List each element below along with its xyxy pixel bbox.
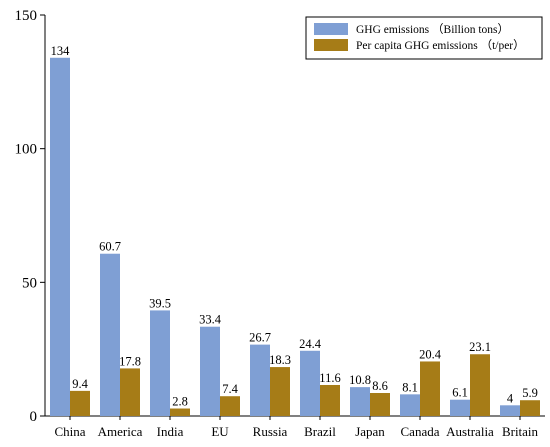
data-label: 134 — [51, 44, 71, 58]
data-label: 4 — [507, 391, 514, 405]
x-tick-label: Russia — [253, 424, 288, 439]
bar-ghg-emissions — [150, 310, 170, 416]
bar-per-capita-emissions — [420, 361, 440, 416]
data-label: 23.1 — [469, 340, 491, 354]
bar-per-capita-emissions — [320, 384, 340, 416]
bar-ghg-emissions — [250, 344, 270, 416]
bar-per-capita-emissions — [70, 390, 90, 416]
bar-ghg-emissions — [300, 350, 320, 416]
data-label: 6.1 — [452, 386, 468, 400]
y-tick-label: 0 — [30, 409, 38, 425]
data-label: 7.4 — [222, 382, 238, 396]
x-tick-label: America — [98, 424, 143, 439]
chart-legend: GHG emissions （Billion tons） Per capita G… — [305, 16, 543, 60]
bar-ghg-emissions — [500, 405, 520, 416]
data-label: 17.8 — [119, 354, 141, 368]
x-tick-label: Britain — [502, 424, 539, 439]
bar-ghg-emissions — [450, 399, 470, 416]
data-label: 9.4 — [72, 377, 88, 391]
bar-per-capita-emissions — [270, 367, 290, 416]
data-label: 60.7 — [99, 240, 121, 254]
x-tick-label: Australia — [446, 424, 494, 439]
data-label: 26.7 — [249, 331, 271, 345]
legend-label: Per capita GHG emissions （t/per） — [356, 39, 525, 52]
data-label: 24.4 — [299, 337, 322, 351]
data-label: 18.3 — [269, 353, 291, 367]
y-tick-label: 50 — [22, 275, 37, 291]
data-label: 20.4 — [419, 347, 442, 361]
data-label: 2.8 — [172, 395, 188, 409]
legend-swatch — [314, 39, 348, 51]
y-tick-label: 150 — [15, 8, 38, 24]
data-label: 11.6 — [319, 371, 340, 385]
bar-per-capita-emissions — [220, 396, 240, 416]
legend-swatch — [314, 23, 348, 35]
data-label: 33.4 — [199, 313, 222, 327]
bar-ghg-emissions — [200, 326, 220, 416]
x-tick-label: India — [157, 424, 184, 439]
bar-ghg-emissions — [350, 387, 370, 416]
chart-axes: 0 50 100 150 China America India EU Russia Brazil… — [15, 8, 545, 439]
x-tick-label: EU — [211, 424, 229, 439]
chart-bars: 134 9.4 60.7 17.8 39.5 2.8 33.4 7.4 26.7 18.3 24.4… — [50, 44, 540, 416]
bar-ghg-emissions — [100, 253, 120, 416]
x-tick-label: China — [54, 424, 85, 439]
bar-per-capita-emissions — [470, 354, 490, 416]
bar-ghg-emissions — [400, 394, 420, 416]
x-tick-label: Japan — [355, 424, 385, 439]
bar-per-capita-emissions — [120, 368, 140, 416]
x-tick-label: Brazil — [304, 424, 336, 439]
bar-ghg-emissions — [50, 57, 70, 416]
data-label: 5.9 — [522, 386, 538, 400]
legend-label: GHG emissions （Billion tons） — [356, 23, 509, 36]
y-tick-label: 100 — [15, 142, 38, 158]
data-label: 10.8 — [349, 373, 371, 387]
bar-per-capita-emissions — [370, 393, 390, 416]
x-tick-label: Canada — [401, 424, 440, 439]
data-label: 8.1 — [402, 380, 418, 394]
data-label: 39.5 — [149, 296, 171, 310]
bar-per-capita-emissions — [170, 408, 190, 416]
data-label: 8.6 — [372, 379, 388, 393]
bar-per-capita-emissions — [520, 400, 540, 416]
